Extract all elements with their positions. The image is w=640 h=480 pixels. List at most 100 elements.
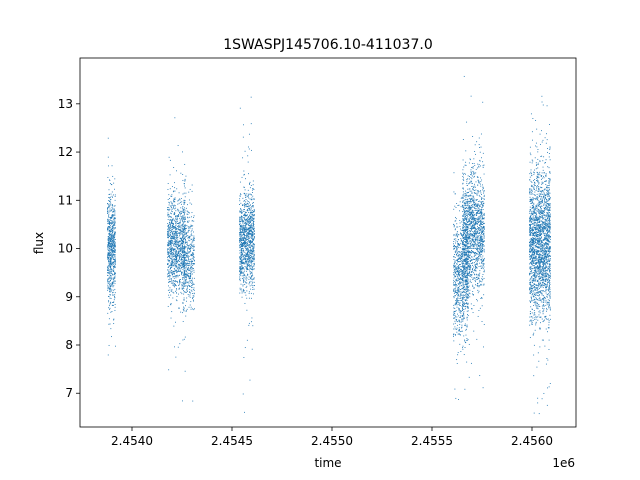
data-point (109, 245, 110, 247)
data-point (192, 256, 194, 257)
data-point (251, 217, 253, 219)
data-point (179, 234, 181, 236)
data-point (167, 264, 168, 265)
data-point (170, 220, 172, 222)
data-point (171, 264, 173, 266)
data-point (464, 247, 466, 249)
data-point (175, 275, 177, 277)
data-point (170, 258, 171, 260)
data-point (112, 263, 114, 265)
data-point (478, 166, 480, 168)
data-point (109, 179, 111, 181)
data-point (184, 251, 186, 253)
data-point (243, 258, 245, 260)
data-point (185, 255, 187, 257)
data-point (114, 304, 116, 305)
data-point (245, 226, 246, 228)
data-point (173, 199, 175, 201)
data-point (468, 219, 470, 221)
data-point (239, 256, 241, 258)
data-point (113, 243, 115, 245)
data-point (171, 222, 173, 224)
data-point (467, 286, 469, 288)
data-point (107, 354, 109, 356)
data-point (183, 229, 185, 230)
data-point (459, 228, 461, 230)
data-point (467, 274, 469, 276)
data-point (191, 225, 193, 227)
data-point (462, 195, 464, 197)
data-point (473, 241, 474, 243)
data-point (107, 286, 109, 288)
data-point (459, 285, 460, 287)
data-point (111, 222, 112, 224)
data-point (480, 181, 482, 183)
data-point (109, 294, 111, 296)
data-point (176, 274, 178, 276)
data-point (239, 259, 241, 260)
data-point (246, 239, 248, 240)
data-point (467, 247, 469, 249)
data-point (171, 259, 173, 261)
data-point (249, 271, 251, 273)
data-point (112, 305, 114, 306)
data-point (472, 258, 474, 260)
data-point (239, 261, 241, 263)
data-point (472, 195, 474, 197)
data-point (189, 216, 191, 218)
data-point (241, 267, 243, 269)
data-point (108, 253, 109, 255)
data-point (248, 257, 250, 259)
data-point (112, 302, 114, 303)
data-point (473, 245, 475, 247)
data-point (461, 319, 463, 321)
data-point (178, 199, 179, 201)
data-point (169, 221, 170, 223)
data-point (244, 238, 246, 240)
data-point (114, 233, 116, 235)
data-point (461, 288, 463, 290)
data-point (461, 234, 463, 236)
data-point (167, 253, 169, 255)
data-point (480, 265, 482, 267)
data-point (244, 225, 246, 227)
data-point (246, 267, 248, 269)
data-point (246, 260, 248, 262)
data-point (249, 253, 251, 255)
data-point (250, 278, 251, 279)
data-point (111, 304, 113, 306)
data-point (454, 220, 456, 222)
data-point (460, 274, 462, 275)
data-point (107, 248, 109, 250)
data-point (111, 191, 113, 193)
data-point (463, 208, 465, 210)
data-point (466, 192, 468, 194)
data-point (113, 279, 115, 281)
data-point (170, 237, 172, 239)
data-point (107, 243, 109, 245)
data-point (192, 282, 194, 284)
data-point (107, 254, 109, 256)
data-point (246, 234, 248, 236)
data-point (168, 224, 169, 226)
data-point (109, 237, 111, 239)
data-point (183, 254, 185, 256)
data-point (462, 264, 464, 266)
data-point (481, 297, 483, 299)
data-point (169, 232, 171, 234)
data-point (174, 212, 176, 214)
data-point (177, 269, 179, 271)
data-point (252, 281, 254, 283)
data-point (245, 226, 247, 228)
data-point (114, 234, 116, 236)
data-point (251, 266, 253, 268)
data-point (459, 305, 461, 307)
data-point (466, 237, 468, 239)
data-point (169, 241, 171, 243)
data-point (251, 220, 253, 221)
data-point (190, 251, 192, 253)
data-point (183, 251, 185, 253)
data-point (110, 239, 112, 240)
data-point (175, 218, 177, 220)
data-point (455, 271, 456, 273)
